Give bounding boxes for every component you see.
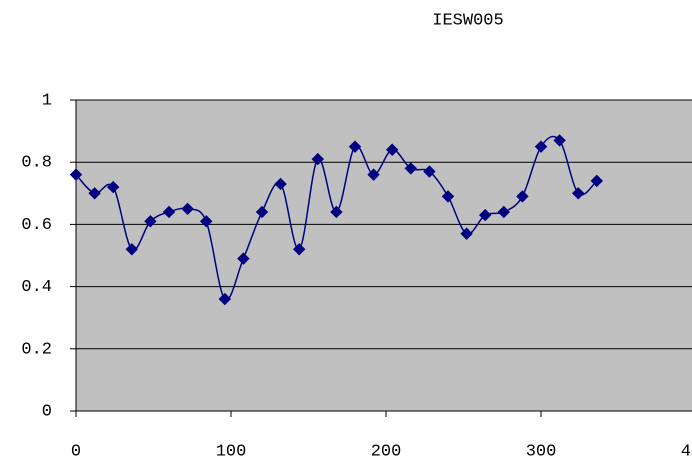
y-tick-label: 1	[42, 91, 52, 110]
x-tick-label: 0	[71, 442, 81, 461]
marker	[571, 187, 585, 200]
y-tick-label: 0.6	[21, 216, 52, 235]
marker	[348, 140, 362, 153]
y-tick-label: 0.4	[21, 278, 52, 297]
marker	[590, 174, 604, 188]
marker	[144, 215, 157, 228]
marker	[106, 180, 120, 194]
marker	[330, 205, 343, 219]
marker	[385, 143, 399, 156]
marker	[441, 190, 455, 203]
marker	[516, 190, 529, 203]
marker	[162, 205, 176, 219]
marker	[311, 152, 325, 166]
marker	[292, 243, 306, 256]
marker	[125, 243, 139, 256]
marker	[69, 168, 83, 181]
marker	[218, 292, 232, 306]
y-tick-label: 0.2	[21, 340, 52, 359]
marker	[237, 252, 250, 265]
marker	[478, 208, 492, 222]
marker	[534, 140, 548, 153]
marker	[255, 205, 269, 219]
x-tick-label: 100	[216, 442, 247, 461]
marker	[88, 187, 101, 200]
marker	[274, 177, 287, 191]
marker	[404, 162, 418, 175]
y-tick-label: 0	[42, 402, 52, 421]
marker	[497, 205, 511, 219]
marker	[553, 134, 566, 147]
marker	[199, 215, 213, 228]
x-tick-label: 400	[681, 442, 692, 461]
marker	[181, 202, 194, 216]
x-tick-label: 300	[526, 442, 557, 461]
x-tick-label: 200	[371, 442, 402, 461]
marker	[460, 227, 473, 240]
plot-area	[76, 100, 692, 411]
marker	[423, 165, 436, 178]
chart-title: IESW005	[432, 11, 503, 30]
marker	[367, 168, 380, 181]
y-tick-label: 0.8	[21, 154, 52, 173]
